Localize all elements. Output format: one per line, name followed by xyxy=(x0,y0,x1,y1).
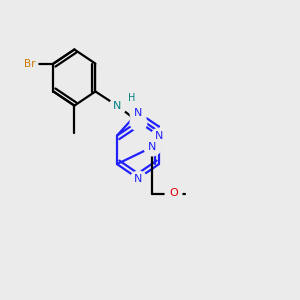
Text: Br: Br xyxy=(24,58,35,69)
Text: N: N xyxy=(134,107,142,118)
Text: N: N xyxy=(113,100,121,111)
Text: N: N xyxy=(134,173,142,184)
Text: N: N xyxy=(148,142,157,152)
Text: N: N xyxy=(155,130,163,141)
Text: H: H xyxy=(128,93,136,103)
Text: O: O xyxy=(169,188,178,199)
